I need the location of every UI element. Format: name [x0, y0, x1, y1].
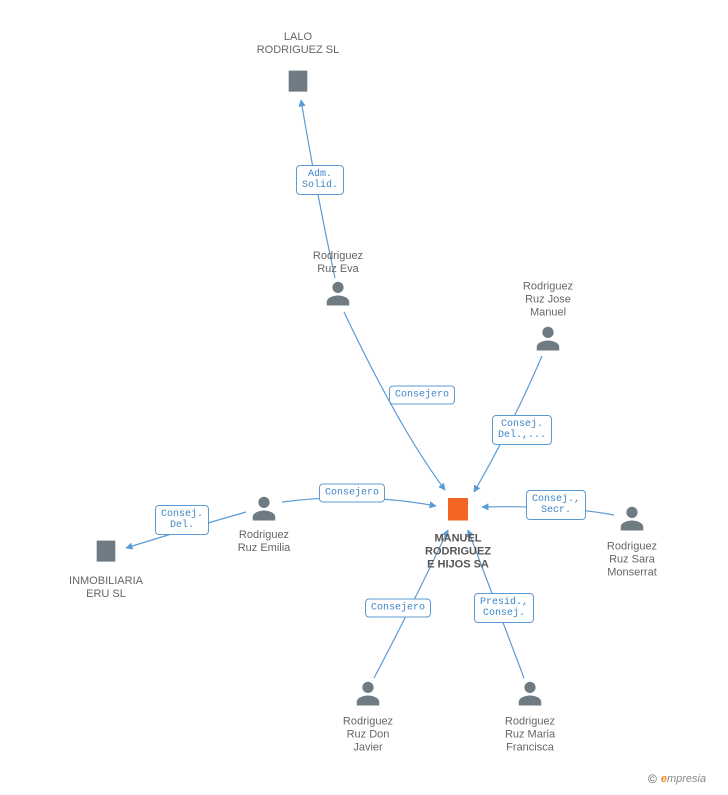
copyright-logo: empresia: [661, 773, 706, 785]
edge-label-jose-center: Consej. Del.,...: [492, 415, 552, 445]
node-label-inmo: INMOBILIARIA ERU SL: [46, 575, 166, 601]
edge-label-emilia-inmo: Consej. Del.: [155, 505, 209, 535]
node-label-jose: Rodriguez Ruz Jose Manuel: [488, 281, 608, 320]
node-label-emilia: Rodriguez Ruz Emilia: [204, 529, 324, 555]
node-label-lalo: LALO RODRIGUEZ SL: [238, 31, 358, 57]
edge-label-maria-center: Presid., Consej.: [474, 593, 534, 623]
edge-label-sara-center: Consej., Secr.: [526, 490, 586, 520]
edge-label-emilia-center: Consejero: [319, 484, 385, 503]
node-label-eva: Rodriguez Ruz Eva: [278, 250, 398, 276]
edge-label-eva-lalo: Adm. Solid.: [296, 165, 344, 195]
copyright-symbol: ©: [648, 772, 657, 786]
edge-label-eva-center: Consejero: [389, 386, 455, 405]
node-label-maria: Rodriguez Ruz Maria Francisca: [470, 716, 590, 755]
node-label-center: MANUEL RODRIGUEZ E HIJOS SA: [398, 533, 518, 572]
graph-canvas: [0, 0, 728, 795]
edge-label-javier-center: Consejero: [365, 599, 431, 618]
edges-group: [126, 100, 614, 678]
node-label-javier: Rodriguez Ruz Don Javier: [308, 716, 428, 755]
node-label-sara: Rodriguez Ruz Sara Monserrat: [572, 541, 692, 580]
copyright: © empresia: [648, 772, 706, 786]
